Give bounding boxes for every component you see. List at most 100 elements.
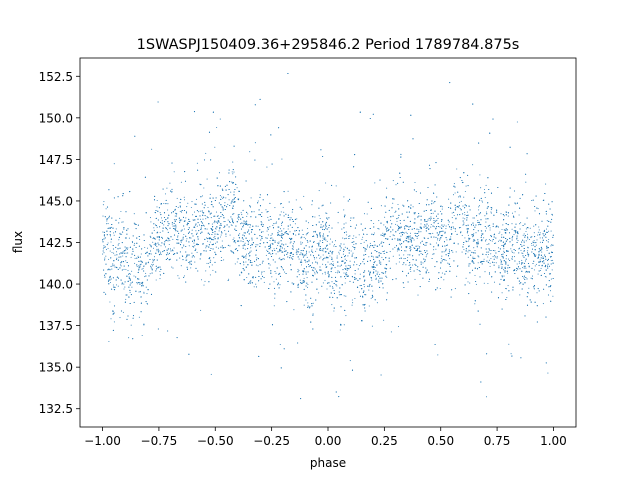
data-point xyxy=(454,186,456,188)
data-point xyxy=(485,211,488,213)
data-point xyxy=(266,249,268,251)
data-point xyxy=(498,250,500,252)
data-point xyxy=(329,255,331,257)
data-point xyxy=(427,253,429,255)
data-point xyxy=(452,194,455,196)
data-point xyxy=(500,278,502,280)
data-point xyxy=(478,256,480,258)
data-point xyxy=(438,233,440,235)
data-point xyxy=(151,269,153,271)
data-point xyxy=(277,244,279,247)
data-point xyxy=(169,240,171,242)
data-point xyxy=(185,259,187,261)
data-point xyxy=(194,203,196,205)
data-point xyxy=(211,233,213,236)
data-point xyxy=(352,245,354,248)
data-point xyxy=(467,234,469,236)
data-point xyxy=(186,206,188,208)
data-point xyxy=(551,251,554,253)
data-point xyxy=(481,201,484,203)
data-point xyxy=(215,246,217,248)
data-point xyxy=(505,263,507,265)
data-point xyxy=(133,275,135,277)
data-point xyxy=(407,256,409,259)
data-point xyxy=(500,263,502,265)
data-point xyxy=(464,190,466,193)
data-point xyxy=(291,248,293,250)
data-point xyxy=(285,213,287,215)
data-point xyxy=(227,203,229,205)
data-point xyxy=(206,178,208,180)
data-point xyxy=(134,257,136,259)
data-point xyxy=(266,166,268,168)
data-point xyxy=(295,199,297,201)
data-point xyxy=(237,217,239,219)
data-point xyxy=(329,243,331,245)
data-point xyxy=(206,262,208,264)
data-point xyxy=(183,245,185,247)
data-point xyxy=(298,251,300,253)
data-point xyxy=(112,310,114,312)
data-point xyxy=(342,253,344,255)
data-point xyxy=(383,233,386,235)
data-point xyxy=(242,247,244,249)
data-point xyxy=(257,244,259,246)
data-point xyxy=(231,224,233,226)
data-point xyxy=(306,277,308,279)
data-point xyxy=(188,245,190,247)
data-point xyxy=(546,249,548,251)
data-point xyxy=(501,255,503,257)
data-point xyxy=(382,232,384,234)
data-point xyxy=(208,262,210,264)
data-point xyxy=(513,252,515,254)
data-point xyxy=(195,243,197,245)
data-point xyxy=(112,263,114,265)
data-point xyxy=(134,262,136,264)
data-point xyxy=(355,236,357,238)
data-point xyxy=(185,257,187,259)
data-point xyxy=(131,281,133,283)
data-point xyxy=(192,214,194,216)
data-point xyxy=(325,212,327,214)
data-point xyxy=(150,236,152,238)
data-point xyxy=(440,257,442,259)
data-point xyxy=(173,171,175,173)
data-point xyxy=(433,249,435,251)
data-point xyxy=(212,206,214,208)
data-point xyxy=(414,278,416,280)
data-point xyxy=(434,343,436,346)
data-point xyxy=(520,222,522,224)
data-point xyxy=(383,235,385,238)
data-point xyxy=(289,231,291,233)
data-point xyxy=(448,198,450,200)
data-point xyxy=(305,245,307,247)
data-point xyxy=(505,228,507,230)
data-point xyxy=(432,232,434,234)
data-point xyxy=(539,237,541,239)
data-point xyxy=(386,292,388,294)
data-point xyxy=(481,238,483,241)
data-point xyxy=(391,223,393,225)
data-point xyxy=(153,229,155,231)
data-point xyxy=(262,224,264,226)
data-point xyxy=(274,297,276,299)
data-point xyxy=(118,239,120,241)
data-point xyxy=(545,183,547,185)
data-point xyxy=(227,219,229,221)
data-point xyxy=(437,277,440,280)
data-point xyxy=(322,155,324,158)
data-point xyxy=(384,216,386,218)
data-point xyxy=(156,250,158,252)
data-point xyxy=(133,213,135,215)
data-point xyxy=(289,255,291,257)
data-point xyxy=(523,242,525,244)
data-point xyxy=(227,194,229,196)
data-point xyxy=(411,228,413,230)
data-point xyxy=(104,276,106,278)
data-point xyxy=(279,272,281,274)
data-point xyxy=(173,219,175,221)
data-point xyxy=(222,197,224,199)
data-point xyxy=(382,259,384,261)
data-point xyxy=(316,257,318,259)
data-point xyxy=(351,304,353,306)
